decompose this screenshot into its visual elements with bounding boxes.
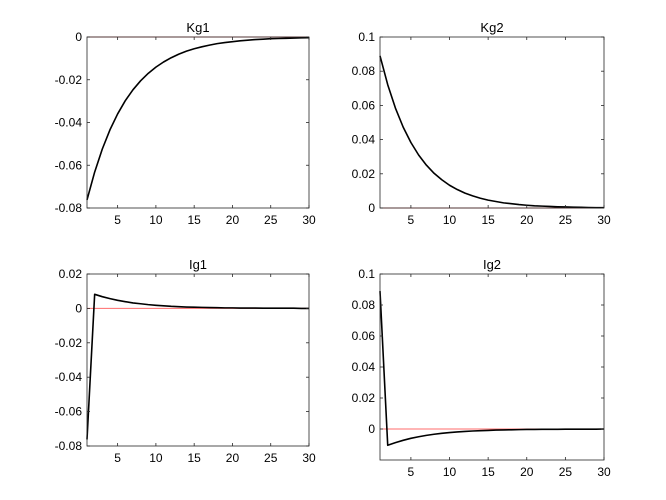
y-tick-label: 0.02	[352, 167, 376, 181]
plot-area	[87, 274, 309, 446]
x-tick-label: 5	[114, 451, 121, 465]
x-tick-label: 25	[559, 213, 573, 227]
y-tick-label: 0.08	[352, 64, 376, 78]
y-tick-label: 0.1	[358, 267, 375, 281]
x-tick-label: 10	[443, 465, 457, 479]
series-line	[86, 36, 310, 201]
x-tick-label: 20	[226, 451, 240, 465]
x-tick-label: 25	[264, 213, 278, 227]
x-tick-label: 20	[520, 213, 534, 227]
y-tick-label: 0.08	[352, 298, 376, 312]
y-tick-label: -0.02	[55, 73, 83, 87]
chart-panel-kg1: 5 10 15 20 25 30 0 -0.02 -0.04 -0.06 -0.08 Kg1	[55, 20, 316, 227]
plot-area	[380, 274, 604, 460]
x-tick-label: 30	[597, 465, 611, 479]
x-tick-label: 30	[597, 213, 611, 227]
y-tick-label: 0	[368, 201, 375, 215]
axes-box	[379, 36, 605, 209]
x-tick-label: 25	[264, 451, 278, 465]
axes-box	[86, 273, 310, 447]
y-tick-label: 0.06	[352, 329, 376, 343]
y-tick-label: 0	[75, 30, 82, 44]
x-tick-label: 20	[226, 213, 240, 227]
y-tick-label: -0.04	[55, 370, 83, 384]
plot-area	[87, 37, 309, 208]
x-tick-label: 10	[443, 213, 457, 227]
x-tick-label: 10	[149, 213, 163, 227]
chart-panel-ig1: 5 10 15 20 25 30 0.02 0 -0.02 -0.04 -0.06 -0.08 Ig1	[55, 257, 316, 465]
x-tick-label: 30	[302, 451, 316, 465]
chart-panel-kg2: 5 10 15 20 25 30 0 0.02 0.04 0.06 0.08 0.1 Kg2	[352, 20, 611, 227]
y-tick-label: -0.06	[55, 405, 83, 419]
x-tick-label: 15	[481, 465, 495, 479]
y-tick-label: 0.04	[352, 133, 376, 147]
x-tick-label: 20	[520, 465, 534, 479]
panel-title: Kg1	[186, 20, 209, 35]
x-tick-label: 15	[187, 213, 201, 227]
y-tick-label: -0.06	[55, 158, 83, 172]
y-tick-label: -0.02	[55, 336, 83, 350]
y-tick-label: 0	[75, 301, 82, 315]
x-tick-label: 30	[302, 213, 316, 227]
x-tick-label: 15	[187, 451, 201, 465]
y-tick-label: 0.04	[352, 360, 376, 374]
y-tick-label: -0.08	[55, 439, 83, 453]
y-tick-label: -0.08	[55, 201, 83, 215]
y-tick-label: 0.1	[358, 30, 375, 44]
y-tick-label: 0.06	[352, 98, 376, 112]
series-line	[379, 291, 605, 447]
panel-title: Ig2	[483, 257, 501, 272]
series-line	[379, 55, 604, 209]
x-tick-label: 5	[114, 213, 121, 227]
x-tick-label: 5	[408, 465, 415, 479]
y-tick-label: 0.02	[352, 391, 376, 405]
x-tick-label: 5	[408, 213, 415, 227]
x-tick-label: 15	[481, 213, 495, 227]
x-tick-label: 10	[149, 451, 163, 465]
y-tick-label: 0.02	[59, 267, 83, 281]
plot-area	[380, 37, 604, 208]
y-tick-label: -0.04	[55, 116, 83, 130]
y-tick-label: 0	[368, 422, 375, 436]
x-tick-label: 25	[559, 465, 573, 479]
panel-title: Ig1	[189, 257, 207, 272]
panel-title: Kg2	[480, 20, 503, 35]
series-line	[86, 293, 309, 440]
chart-panel-ig2: 5 10 15 20 25 30 0.1 0.08 0.06 0.04 0.02 0 Ig2	[352, 257, 611, 479]
